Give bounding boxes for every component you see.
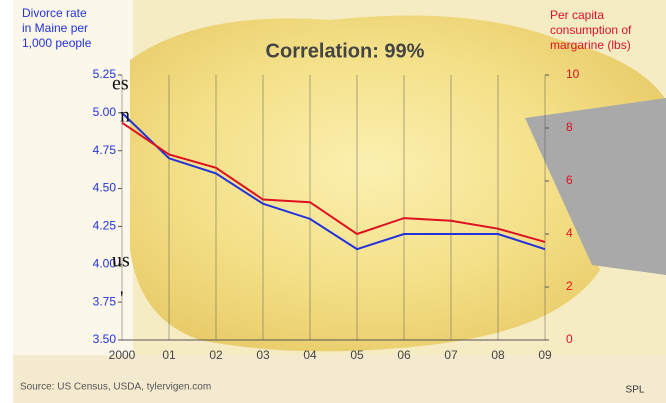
x-tick-label: 06 (397, 348, 411, 362)
y-tick-label: 4.25 (93, 219, 117, 233)
x-tick-label: 09 (538, 348, 552, 362)
y2-axis-title: margarine (lbs) (550, 38, 631, 52)
side-text: es (112, 73, 129, 95)
y2-tick-label: 8 (566, 120, 573, 134)
y-tick-label: 4.50 (93, 181, 117, 195)
source: Source: US Census, USDA, tylervigen.com (20, 382, 211, 393)
y2-tick-label: 6 (566, 173, 573, 187)
x-tick-label: 05 (350, 348, 364, 362)
chart: Correlation: 99% Source: US Census, USDA… (0, 0, 666, 403)
x-tick-label: 2000 (109, 348, 136, 362)
x-tick-label: 07 (444, 348, 458, 362)
x-tick-label: 03 (256, 348, 270, 362)
footer-band (13, 355, 666, 403)
side-text: us (112, 250, 130, 272)
x-tick-label: 02 (209, 348, 223, 362)
y-axis-title: in Maine per (22, 21, 88, 35)
x-tick-label: 01 (162, 348, 176, 362)
y-tick-label: 5.00 (93, 105, 117, 119)
y2-tick-label: 4 (566, 226, 573, 240)
y2-tick-label: 2 (566, 279, 573, 293)
x-tick-label: 04 (303, 348, 317, 362)
x-tick-label: 08 (491, 348, 505, 362)
y-tick-label: 3.50 (93, 332, 117, 346)
credit: SPL (626, 385, 645, 396)
y2-axis-title: Per capita (550, 8, 604, 22)
chart-title: Correlation: 99% (266, 40, 425, 62)
y2-tick-label: 0 (566, 332, 573, 346)
y-axis-title: 1,000 people (22, 36, 92, 50)
side-text: ' (120, 288, 124, 310)
y-axis-title: Divorce rate (22, 6, 87, 20)
y-tick-label: 3.75 (93, 294, 117, 308)
y-tick-label: 4.75 (93, 143, 117, 157)
y2-tick-label: 10 (566, 67, 580, 81)
y2-axis-title: consumption of (550, 23, 632, 37)
side-text: n (120, 105, 130, 127)
